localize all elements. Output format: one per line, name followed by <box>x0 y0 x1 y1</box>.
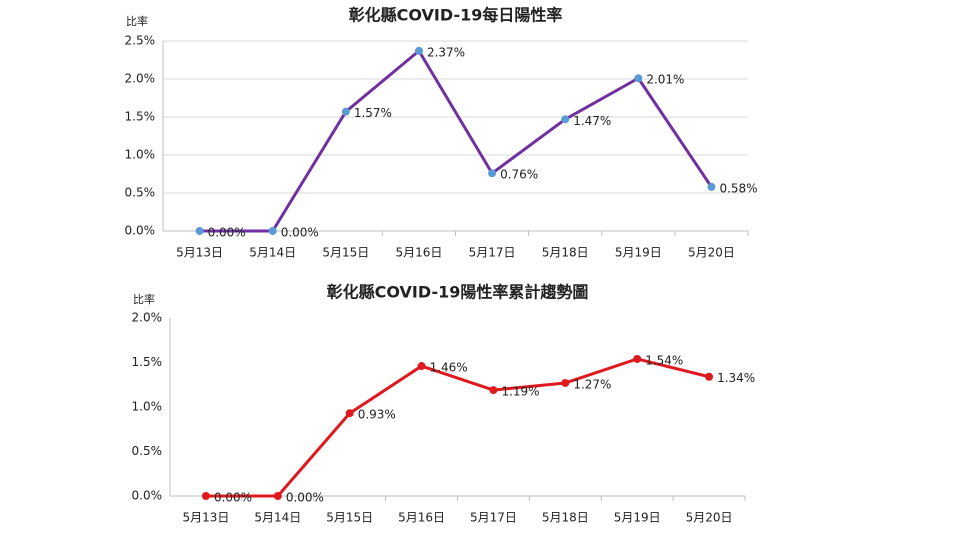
y-tick-label: 1.0% <box>125 148 156 162</box>
x-tick-label: 5月20日 <box>686 511 733 525</box>
x-tick-label: 5月16日 <box>395 246 442 260</box>
y-tick-label: 0.5% <box>125 186 156 200</box>
x-tick-label: 5月15日 <box>322 246 369 260</box>
data-point <box>489 386 498 395</box>
x-tick-label: 5月17日 <box>470 511 517 525</box>
x-tick-label: 5月13日 <box>182 511 229 525</box>
y-tick-label: 0.0% <box>125 224 156 238</box>
y-tick-label: 2.0% <box>125 72 156 86</box>
data-label: 2.01% <box>646 73 684 87</box>
x-tick-label: 5月15日 <box>326 511 373 525</box>
y-tick-label: 0.0% <box>132 489 163 503</box>
data-point <box>561 115 570 124</box>
chart-title: 彰化縣COVID-19陽性率累計趨勢圖 <box>327 283 589 302</box>
y-tick-label: 2.5% <box>125 34 156 48</box>
data-point <box>561 378 570 387</box>
y-tick-label: 0.5% <box>132 444 163 458</box>
data-label: 1.34% <box>717 371 755 385</box>
data-point <box>414 46 423 55</box>
y-axis-label: 比率 <box>126 14 148 28</box>
data-point <box>345 409 354 418</box>
data-point <box>633 354 642 363</box>
data-label: 1.27% <box>573 377 611 391</box>
x-tick-label: 5月20日 <box>688 246 735 260</box>
chart-title: 彰化縣COVID-19每日陽性率 <box>349 6 563 25</box>
y-tick-label: 1.5% <box>132 355 163 369</box>
data-point <box>705 372 714 381</box>
data-point <box>195 227 204 235</box>
data-label: 1.54% <box>645 353 683 367</box>
y-tick-label: 1.5% <box>125 110 156 124</box>
data-label: 1.57% <box>354 106 392 120</box>
data-label: 0.00% <box>208 226 246 240</box>
x-tick-label: 5月17日 <box>469 246 516 260</box>
data-point <box>634 74 643 83</box>
y-tick-label: 2.0% <box>132 311 163 325</box>
x-tick-label: 5月18日 <box>542 246 589 260</box>
data-point <box>268 227 277 235</box>
x-tick-label: 5月14日 <box>254 511 301 525</box>
data-point <box>341 107 350 116</box>
data-label: 0.93% <box>358 408 396 422</box>
x-tick-label: 5月14日 <box>249 246 296 260</box>
data-label: 0.00% <box>214 491 252 505</box>
data-point <box>488 169 497 178</box>
data-point <box>273 492 282 500</box>
data-point <box>707 182 716 191</box>
data-point <box>201 492 210 500</box>
data-label: 2.37% <box>427 45 465 59</box>
y-tick-label: 1.0% <box>132 400 163 414</box>
y-axis-label: 比率 <box>133 292 155 306</box>
data-label: 0.00% <box>286 491 324 505</box>
x-tick-label: 5月16日 <box>398 511 445 525</box>
data-label: 0.58% <box>719 181 757 195</box>
x-tick-label: 5月19日 <box>615 246 662 260</box>
data-label: 1.46% <box>430 361 468 375</box>
x-tick-label: 5月19日 <box>614 511 661 525</box>
series-line <box>205 357 710 498</box>
x-tick-label: 5月13日 <box>176 246 223 260</box>
x-tick-label: 5月18日 <box>542 511 589 525</box>
data-label: 0.00% <box>281 226 319 240</box>
data-label: 0.76% <box>500 168 538 182</box>
data-label: 1.19% <box>501 385 539 399</box>
data-point <box>417 362 426 371</box>
series-line <box>199 49 713 233</box>
data-label: 1.47% <box>573 114 611 128</box>
